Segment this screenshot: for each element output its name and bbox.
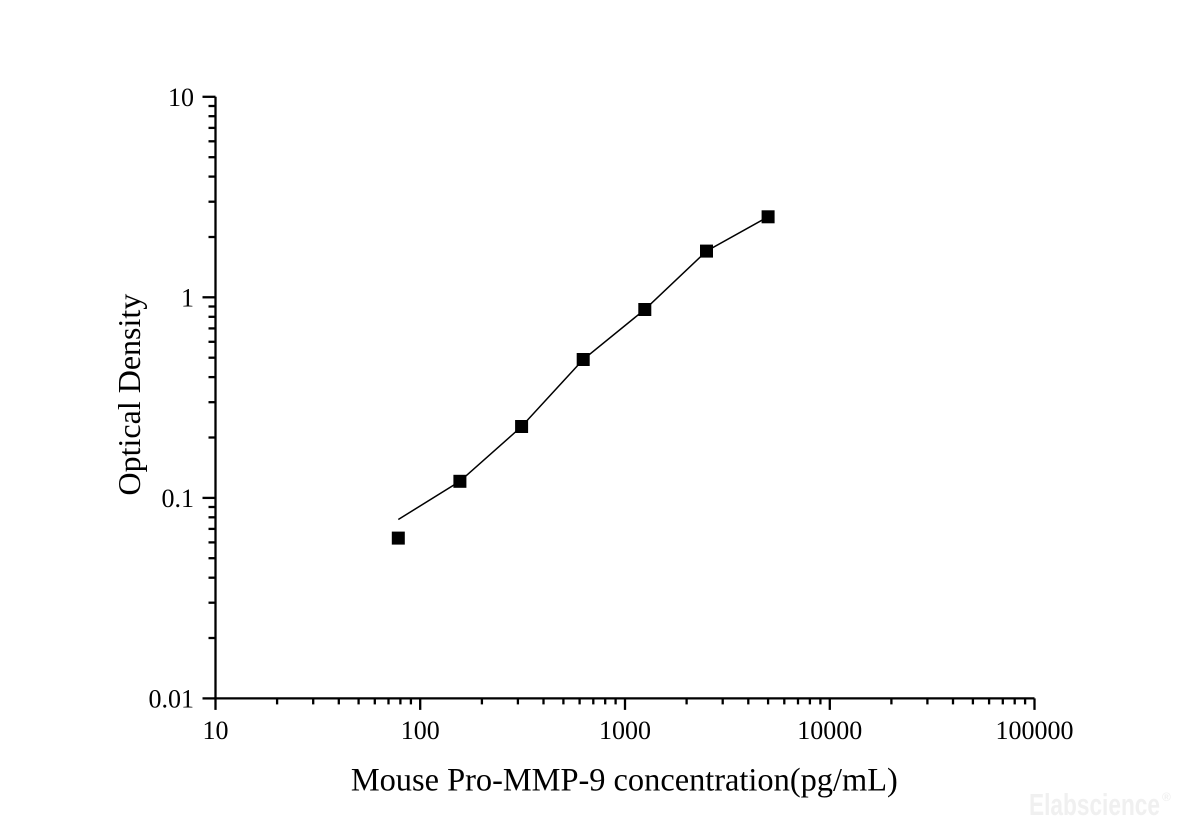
svg-text:Mouse Pro-MMP-9 concentration(: Mouse Pro-MMP-9 concentration(pg/mL) <box>351 763 898 799</box>
svg-text:10: 10 <box>203 716 229 745</box>
svg-text:0.1: 0.1 <box>162 484 195 513</box>
svg-text:10: 10 <box>168 83 194 112</box>
svg-text:1000: 1000 <box>599 716 651 745</box>
svg-text:0.01: 0.01 <box>149 684 195 713</box>
svg-text:Optical Density: Optical Density <box>111 294 147 496</box>
svg-text:100000: 100000 <box>996 716 1074 745</box>
svg-text:100: 100 <box>401 716 440 745</box>
svg-text:Elabscience: Elabscience <box>1029 787 1160 822</box>
svg-text:1: 1 <box>181 283 194 312</box>
svg-text:10000: 10000 <box>797 716 862 745</box>
svg-text:®: ® <box>1162 790 1171 804</box>
